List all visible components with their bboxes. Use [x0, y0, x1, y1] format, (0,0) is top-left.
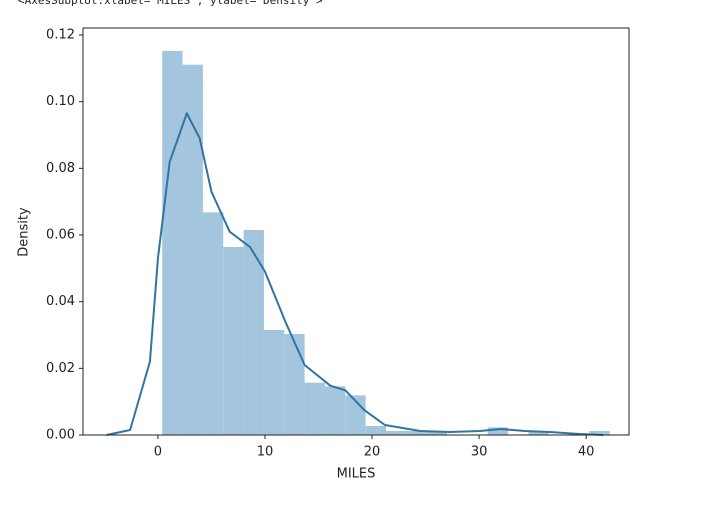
annotation: <AxesSubplot:xlabel='MILES', ylabel='Den…	[18, 0, 323, 7]
bar	[284, 334, 305, 435]
bar	[324, 386, 346, 435]
x-tick-label: 0	[154, 445, 162, 460]
bar	[182, 64, 203, 436]
bar	[162, 51, 183, 435]
bar	[487, 427, 509, 435]
y-tick-label: 0.06	[46, 228, 75, 243]
bar	[589, 431, 610, 435]
y-tick-label: 0.10	[46, 94, 75, 109]
x-tick-label: 10	[257, 445, 274, 460]
bar	[202, 212, 224, 435]
bar	[304, 382, 325, 435]
bar	[365, 426, 386, 435]
plot-frame	[82, 27, 630, 436]
bar	[243, 230, 264, 435]
kde-line	[106, 112, 604, 436]
x-axis-label: MILES	[337, 467, 376, 482]
bar	[528, 431, 549, 435]
y-axis-label: Density	[17, 207, 32, 257]
y-tick-label: 0.12	[46, 28, 75, 43]
bar	[263, 330, 285, 435]
bar	[223, 247, 244, 435]
x-tick-label: 20	[364, 445, 381, 460]
bar	[426, 431, 447, 435]
y-tick-label: 0.04	[46, 294, 75, 309]
bar	[385, 431, 407, 435]
y-tick-label: 0.08	[46, 161, 75, 176]
bar	[406, 431, 427, 435]
x-tick-label: 40	[578, 445, 595, 460]
y-tick-label: 0.00	[46, 428, 75, 443]
x-tick-label: 30	[471, 445, 488, 460]
y-tick-label: 0.02	[46, 361, 75, 376]
